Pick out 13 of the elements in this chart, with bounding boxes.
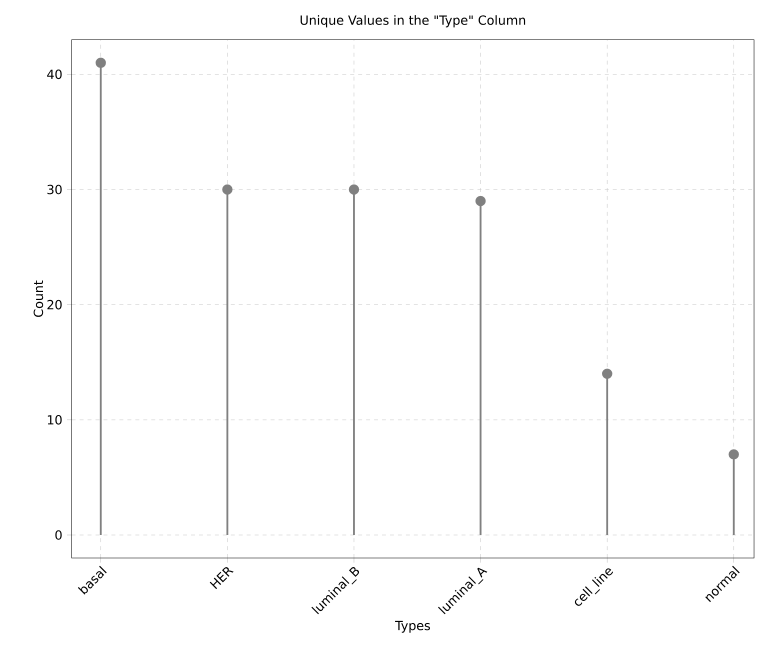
point <box>602 368 612 380</box>
point <box>222 184 233 195</box>
y-tick-label: 20 <box>47 300 62 310</box>
y-tick-label: 30 <box>47 184 62 195</box>
point <box>96 58 106 68</box>
y-tick-label: 40 <box>47 70 62 80</box>
y-axis-title: Count <box>34 280 44 318</box>
chart-title: Unique Values in the "Type" Column <box>300 15 526 28</box>
point <box>348 184 360 195</box>
y-tick-label: 10 <box>48 415 62 425</box>
y-tick-label: 0 <box>55 530 62 540</box>
point <box>475 196 486 206</box>
x-axis-title: Types <box>395 621 430 633</box>
